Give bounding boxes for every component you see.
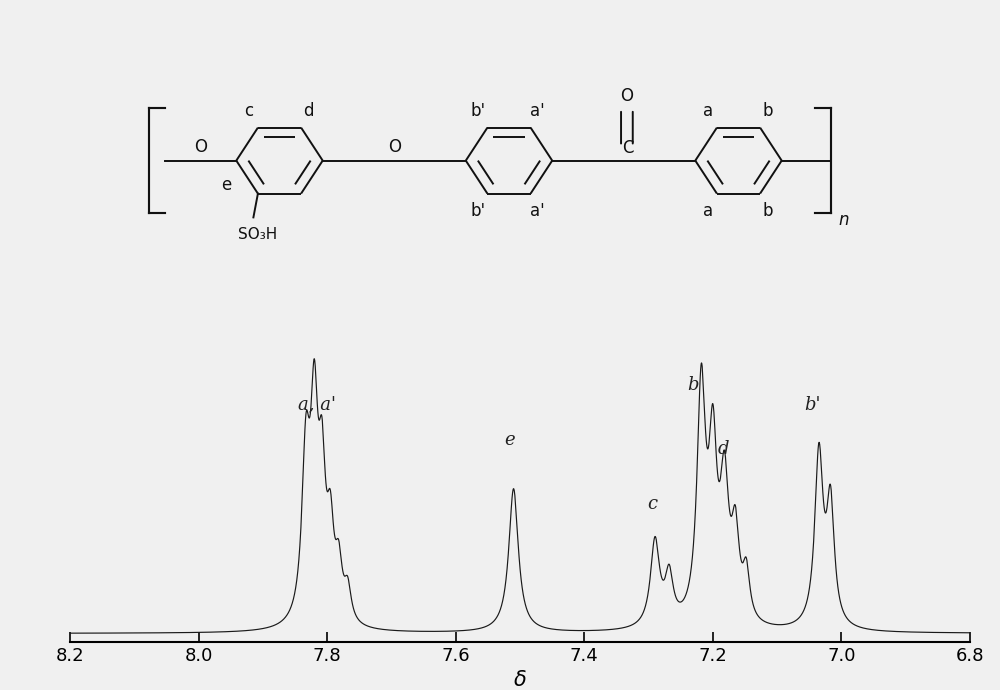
Text: d: d bbox=[718, 440, 729, 457]
Text: O: O bbox=[194, 138, 207, 156]
Text: SO₃H: SO₃H bbox=[238, 227, 278, 242]
Text: a': a' bbox=[530, 101, 545, 119]
Text: b': b' bbox=[471, 101, 486, 119]
Text: a: a bbox=[703, 101, 713, 119]
Text: C: C bbox=[623, 139, 634, 157]
Text: b': b' bbox=[804, 395, 821, 414]
Text: O: O bbox=[388, 138, 401, 156]
Text: d: d bbox=[303, 101, 314, 119]
Text: b: b bbox=[687, 377, 699, 395]
Text: a: a bbox=[703, 201, 713, 219]
Text: a': a' bbox=[530, 201, 545, 219]
Text: O: O bbox=[620, 87, 633, 105]
Text: b: b bbox=[762, 201, 773, 219]
Text: b': b' bbox=[471, 201, 486, 219]
Text: c: c bbox=[244, 101, 253, 119]
Text: b: b bbox=[762, 101, 773, 119]
Text: n: n bbox=[838, 211, 849, 229]
X-axis label: δ: δ bbox=[514, 670, 526, 690]
Text: e: e bbox=[222, 177, 232, 195]
Text: a, a': a, a' bbox=[298, 395, 336, 414]
Text: c: c bbox=[647, 495, 657, 513]
Text: e: e bbox=[504, 431, 515, 449]
